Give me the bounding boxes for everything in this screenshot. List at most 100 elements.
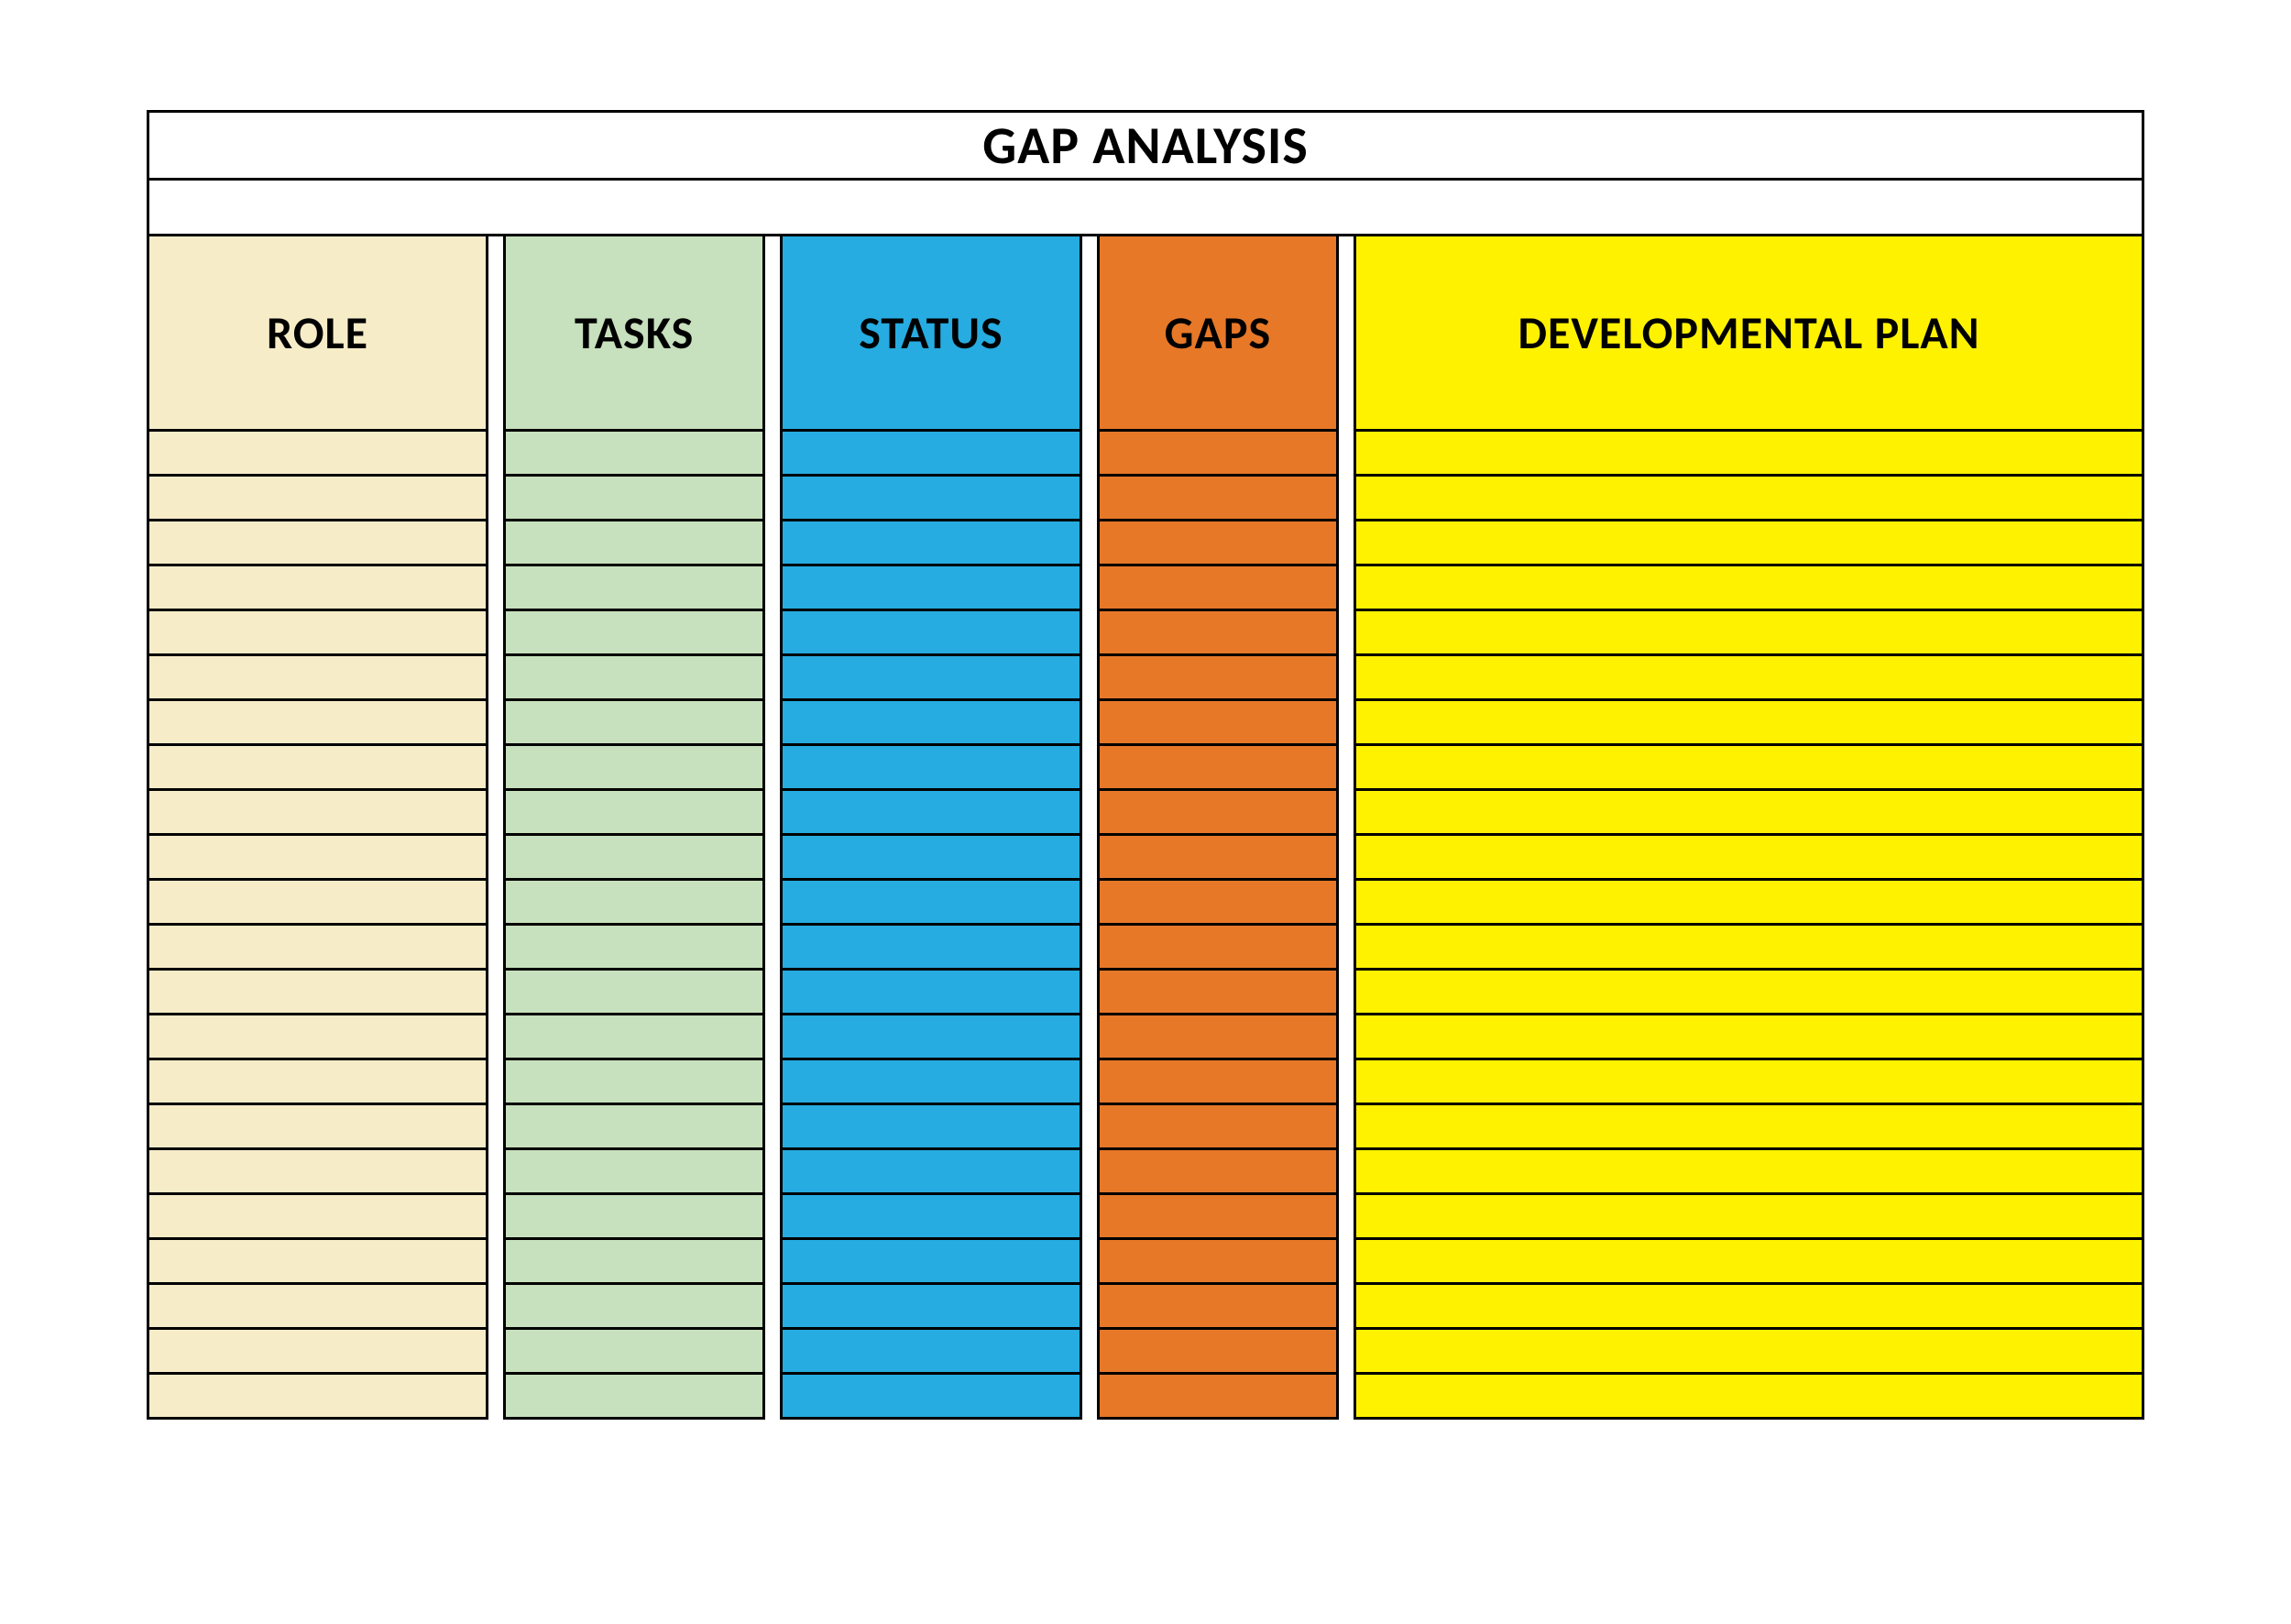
cell — [148, 655, 488, 700]
cell — [148, 1149, 488, 1194]
cell — [505, 835, 764, 880]
cell — [1355, 610, 2143, 655]
column-gap — [488, 236, 505, 1419]
title-spacer — [148, 180, 2143, 236]
cell — [1355, 1374, 2143, 1419]
cell — [1098, 1239, 1337, 1284]
cell — [1355, 745, 2143, 790]
cell — [148, 745, 488, 790]
cell — [1098, 655, 1337, 700]
cell — [782, 1059, 1081, 1104]
table-row — [148, 1374, 2143, 1419]
cell — [505, 790, 764, 835]
table-row — [148, 700, 2143, 745]
cell — [782, 970, 1081, 1015]
cell — [782, 1284, 1081, 1329]
cell — [505, 1104, 764, 1149]
table-row — [148, 835, 2143, 880]
cell — [1355, 431, 2143, 476]
cell — [1098, 970, 1337, 1015]
cell — [1098, 835, 1337, 880]
cell — [1355, 1329, 2143, 1374]
cell — [1355, 970, 2143, 1015]
cell — [1098, 1284, 1337, 1329]
column-gap — [1338, 236, 1355, 1419]
table-row — [148, 1239, 2143, 1284]
cell — [505, 610, 764, 655]
cell — [1098, 745, 1337, 790]
cell — [1098, 790, 1337, 835]
cell — [782, 1149, 1081, 1194]
table-row — [148, 1059, 2143, 1104]
cell — [1355, 790, 2143, 835]
cell — [782, 655, 1081, 700]
cell — [782, 1239, 1081, 1284]
cell — [148, 790, 488, 835]
cell — [148, 1374, 488, 1419]
cell — [782, 521, 1081, 565]
cell — [1098, 1059, 1337, 1104]
table-row — [148, 565, 2143, 610]
cell — [1098, 1015, 1337, 1059]
table-row — [148, 1284, 2143, 1329]
cell — [148, 1329, 488, 1374]
cell — [505, 1194, 764, 1239]
table-row — [148, 745, 2143, 790]
cell — [148, 521, 488, 565]
cell — [1098, 1374, 1337, 1419]
table-row — [148, 655, 2143, 700]
cell — [505, 1015, 764, 1059]
cell — [148, 1284, 488, 1329]
cell — [782, 745, 1081, 790]
cell — [782, 431, 1081, 476]
table-title: GAP ANALYSIS — [148, 112, 2143, 180]
cell — [148, 431, 488, 476]
column-gap — [764, 236, 782, 1419]
cell — [505, 1374, 764, 1419]
cell — [148, 925, 488, 970]
gap-analysis-table: GAP ANALYSISROLETASKSSTATUSGAPSDEVELOPME… — [147, 110, 2144, 1420]
table-row — [148, 880, 2143, 925]
cell — [505, 970, 764, 1015]
cell — [505, 1239, 764, 1284]
cell — [505, 565, 764, 610]
table-row — [148, 970, 2143, 1015]
cell — [505, 431, 764, 476]
column-header-tasks: TASKS — [505, 236, 764, 431]
table-row — [148, 1194, 2143, 1239]
cell — [782, 880, 1081, 925]
cell — [1098, 1149, 1337, 1194]
cell — [782, 925, 1081, 970]
cell — [1355, 880, 2143, 925]
cell — [1098, 700, 1337, 745]
cell — [148, 700, 488, 745]
cell — [1355, 835, 2143, 880]
table-row — [148, 521, 2143, 565]
cell — [148, 1059, 488, 1104]
cell — [505, 925, 764, 970]
cell — [1355, 1284, 2143, 1329]
column-header-role: ROLE — [148, 236, 488, 431]
cell — [1355, 476, 2143, 521]
cell — [148, 1104, 488, 1149]
cell — [782, 1329, 1081, 1374]
cell — [1098, 476, 1337, 521]
cell — [782, 1104, 1081, 1149]
cell — [782, 835, 1081, 880]
cell — [1098, 431, 1337, 476]
cell — [148, 610, 488, 655]
cell — [1098, 925, 1337, 970]
cell — [1098, 1194, 1337, 1239]
cell — [1098, 1104, 1337, 1149]
cell — [1355, 1239, 2143, 1284]
cell — [148, 880, 488, 925]
cell — [1355, 1104, 2143, 1149]
cell — [782, 790, 1081, 835]
cell — [148, 565, 488, 610]
cell — [782, 1194, 1081, 1239]
cell — [1355, 925, 2143, 970]
table-row — [148, 1329, 2143, 1374]
cell — [505, 1059, 764, 1104]
cell — [1098, 521, 1337, 565]
cell — [505, 1284, 764, 1329]
